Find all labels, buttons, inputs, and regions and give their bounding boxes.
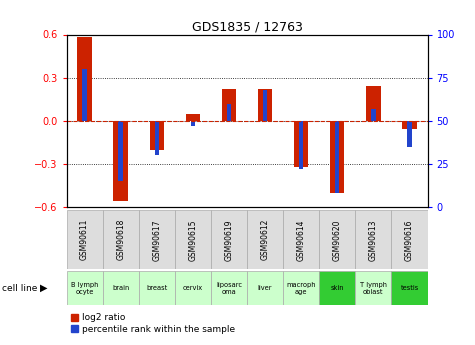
Text: T lymph
oblast: T lymph oblast bbox=[360, 282, 387, 295]
Text: GSM90618: GSM90618 bbox=[116, 219, 125, 260]
Title: GDS1835 / 12763: GDS1835 / 12763 bbox=[191, 20, 303, 33]
Text: cervix: cervix bbox=[183, 285, 203, 291]
Bar bbox=[319, 271, 355, 305]
Text: brain: brain bbox=[112, 285, 129, 291]
Text: skin: skin bbox=[331, 285, 344, 291]
Bar bbox=[391, 271, 428, 305]
Bar bbox=[263, 90, 267, 121]
Bar bbox=[103, 210, 139, 269]
Text: GSM90620: GSM90620 bbox=[333, 219, 342, 260]
Text: liposarc
oma: liposarc oma bbox=[216, 282, 242, 295]
Bar bbox=[283, 271, 319, 305]
Text: GSM90615: GSM90615 bbox=[189, 219, 197, 260]
Bar bbox=[247, 210, 283, 269]
Text: GSM90617: GSM90617 bbox=[152, 219, 161, 260]
Bar bbox=[247, 271, 283, 305]
Bar bbox=[139, 210, 175, 269]
Bar bbox=[258, 89, 272, 121]
Bar bbox=[77, 37, 92, 121]
Bar bbox=[227, 104, 231, 121]
Bar bbox=[319, 210, 355, 269]
Bar bbox=[355, 271, 391, 305]
Text: GSM90612: GSM90612 bbox=[261, 219, 269, 260]
Text: GSM90613: GSM90613 bbox=[369, 219, 378, 260]
Text: ▶: ▶ bbox=[40, 283, 48, 293]
Bar bbox=[114, 121, 128, 201]
Bar bbox=[118, 121, 123, 181]
Bar bbox=[366, 86, 380, 121]
Bar bbox=[335, 121, 340, 193]
Bar bbox=[407, 121, 412, 147]
Bar bbox=[175, 210, 211, 269]
Text: GSM90616: GSM90616 bbox=[405, 219, 414, 260]
Text: macroph
age: macroph age bbox=[286, 282, 316, 295]
Text: testis: testis bbox=[400, 285, 418, 291]
Bar bbox=[175, 271, 211, 305]
Bar bbox=[66, 210, 103, 269]
Bar bbox=[283, 210, 319, 269]
Bar bbox=[139, 271, 175, 305]
Bar bbox=[186, 114, 200, 121]
Bar bbox=[154, 121, 159, 155]
Text: B lymph
ocyte: B lymph ocyte bbox=[71, 282, 98, 295]
Bar bbox=[330, 121, 344, 193]
Bar bbox=[82, 69, 87, 121]
Bar bbox=[190, 121, 195, 126]
Bar bbox=[103, 271, 139, 305]
Legend: log2 ratio, percentile rank within the sample: log2 ratio, percentile rank within the s… bbox=[71, 313, 235, 334]
Bar bbox=[371, 109, 376, 121]
Text: cell line: cell line bbox=[2, 284, 38, 293]
Text: GSM90614: GSM90614 bbox=[297, 219, 305, 260]
Bar bbox=[150, 121, 164, 149]
Bar bbox=[66, 271, 103, 305]
Bar bbox=[402, 121, 417, 129]
Bar bbox=[355, 210, 391, 269]
Bar bbox=[294, 121, 308, 167]
Bar bbox=[211, 271, 247, 305]
Text: breast: breast bbox=[146, 285, 167, 291]
Bar bbox=[222, 89, 236, 121]
Text: GSM90619: GSM90619 bbox=[225, 219, 233, 260]
Bar bbox=[299, 121, 304, 169]
Text: GSM90611: GSM90611 bbox=[80, 219, 89, 260]
Text: liver: liver bbox=[258, 285, 272, 291]
Bar bbox=[211, 210, 247, 269]
Bar bbox=[391, 210, 428, 269]
